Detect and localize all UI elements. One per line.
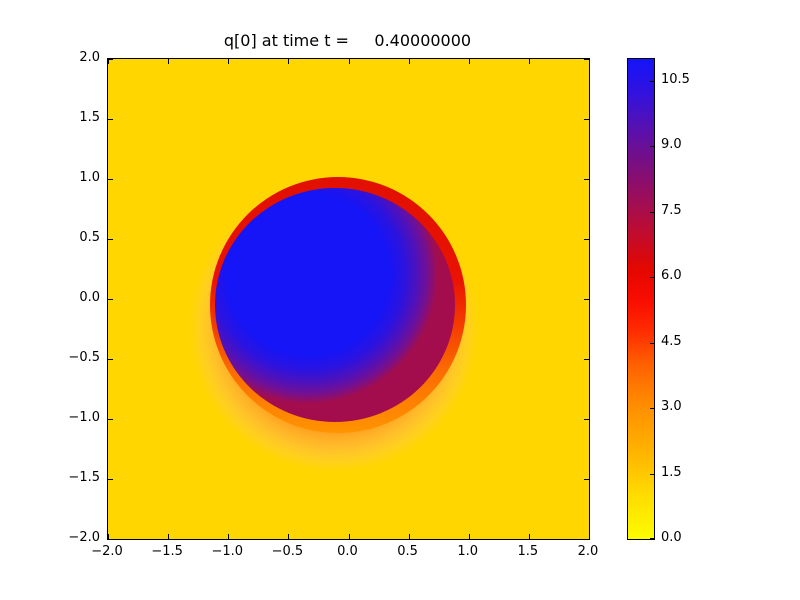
colorbar-tick-mark <box>650 277 654 278</box>
colorbar-tick-mark <box>650 212 654 213</box>
x-tick-label: −1.5 <box>151 544 183 559</box>
tick-mark <box>349 59 350 64</box>
y-tick-label: 0.5 <box>79 230 100 245</box>
tick-mark <box>584 359 589 360</box>
colorbar-tick-mark <box>650 538 654 539</box>
tick-mark <box>228 59 229 64</box>
tick-mark <box>529 59 530 64</box>
y-tick-label: 2.0 <box>79 50 100 65</box>
tick-mark <box>584 539 589 540</box>
colorbar-tick-label: 6.0 <box>661 268 682 284</box>
x-tick-label: 0.0 <box>337 544 358 559</box>
tick-mark <box>589 534 590 539</box>
colorbar-tick-label: 1.5 <box>661 464 682 480</box>
y-tick-label: 0.0 <box>79 290 100 305</box>
y-tick-label: 1.5 <box>79 110 100 125</box>
tick-mark <box>108 359 113 360</box>
y-tick-label: 1.0 <box>79 170 100 185</box>
tick-mark <box>108 239 113 240</box>
tick-mark <box>108 534 109 539</box>
tick-mark <box>108 119 113 120</box>
tick-mark <box>288 59 289 64</box>
tick-mark <box>108 419 113 420</box>
tick-mark <box>409 59 410 64</box>
colorbar-tick-mark <box>650 146 654 147</box>
tick-mark <box>584 59 589 60</box>
tick-mark <box>108 179 113 180</box>
x-tick-label: 2.0 <box>577 544 599 559</box>
tick-mark <box>108 539 113 540</box>
tick-mark <box>584 419 589 420</box>
tick-mark <box>529 534 530 539</box>
y-tick-label: −1.5 <box>68 470 100 485</box>
colorbar-tick-mark <box>650 81 654 82</box>
x-tick-label: 0.5 <box>397 544 418 559</box>
tick-mark <box>584 179 589 180</box>
colorbar-tick-label: 7.5 <box>661 202 682 218</box>
plot-area <box>107 58 590 540</box>
heatmap-image <box>108 59 589 539</box>
tick-mark <box>228 534 229 539</box>
x-tick-label: −1.0 <box>211 544 244 559</box>
tick-mark <box>584 239 589 240</box>
colorbar-tick-label: 10.5 <box>661 71 690 87</box>
colorbar-tick-label: 4.5 <box>661 333 682 349</box>
tick-mark <box>409 534 410 539</box>
tick-mark <box>168 534 169 539</box>
tick-mark <box>108 299 113 300</box>
tick-mark <box>349 534 350 539</box>
tick-mark <box>288 534 289 539</box>
x-tick-label: −0.5 <box>271 544 304 559</box>
plot-title: q[0] at time t = 0.40000000 <box>223 31 472 50</box>
colorbar-tick-mark <box>650 408 654 409</box>
tick-mark <box>589 59 590 64</box>
y-tick-label: −1.0 <box>68 410 100 425</box>
colorbar-tick-label: 9.0 <box>661 137 682 153</box>
colorbar-tick-mark <box>650 343 654 344</box>
tick-mark <box>584 119 589 120</box>
x-tick-label: 1.0 <box>457 544 479 559</box>
colorbar-tick-label: 0.0 <box>661 530 682 545</box>
y-tick-label: −0.5 <box>68 350 100 365</box>
tick-mark <box>469 534 470 539</box>
colorbar <box>627 58 655 540</box>
colorbar-tick-label: 3.0 <box>661 399 682 415</box>
x-tick-label: 1.5 <box>517 544 539 559</box>
colorbar-tick-mark <box>650 474 654 475</box>
tick-mark <box>584 299 589 300</box>
tick-mark <box>108 59 109 64</box>
x-tick-label: −2.0 <box>91 544 123 559</box>
tick-mark <box>168 59 169 64</box>
heatmap-inner-disk <box>215 188 455 422</box>
tick-mark <box>108 59 113 60</box>
tick-mark <box>108 479 113 480</box>
tick-mark <box>584 479 589 480</box>
y-tick-label: −2.0 <box>68 530 100 545</box>
tick-mark <box>469 59 470 64</box>
